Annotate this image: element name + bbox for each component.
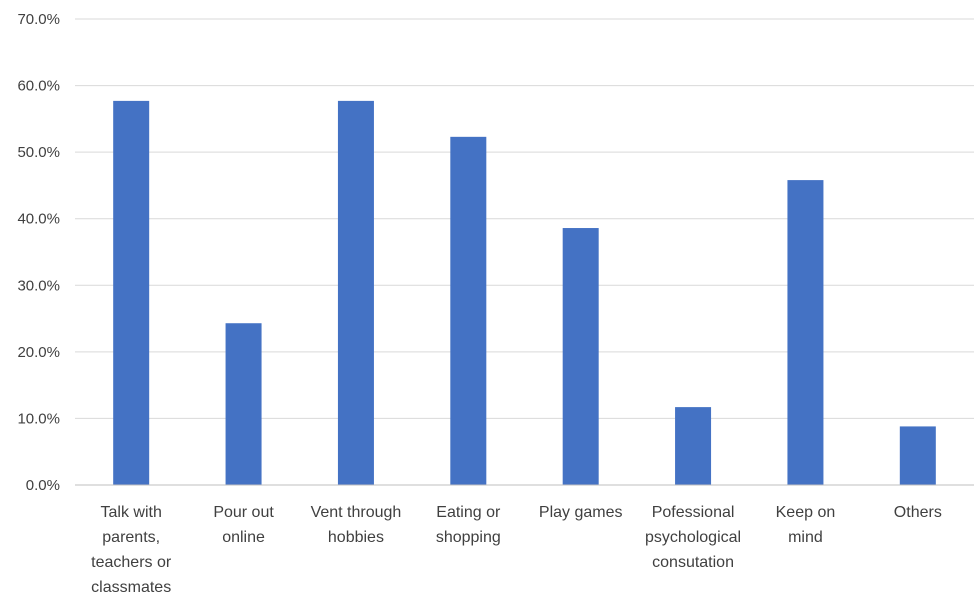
bar	[450, 136, 487, 485]
x-category-label: Pofessional psychological consutation	[645, 504, 741, 571]
x-category-label: Pour out online	[213, 504, 274, 546]
x-category-label: Play games	[539, 504, 623, 521]
y-tick-label: 50.0%	[17, 144, 60, 161]
y-tick-label: 0.0%	[26, 477, 60, 494]
y-tick-label: 10.0%	[17, 410, 60, 427]
y-tick-label: 20.0%	[17, 344, 60, 361]
x-category-label: Eating or shopping	[436, 504, 501, 546]
x-category-label: Keep on mind	[776, 504, 836, 546]
y-axis-tick-labels: 0.0% 10.0% 20.0% 30.0% 40.0% 50.0% 60.0% 70.0%	[17, 11, 60, 494]
bar	[675, 407, 712, 485]
x-category-label: Vent through hobbies	[311, 504, 402, 546]
x-category-label: Others	[894, 504, 942, 521]
bar	[225, 323, 262, 485]
bar	[113, 100, 150, 485]
y-tick-label: 70.0%	[17, 11, 60, 28]
bar	[337, 100, 374, 485]
bars	[113, 100, 936, 486]
bar	[787, 180, 824, 486]
gridlines	[75, 18, 974, 419]
x-axis-category-labels: Talk with parents, teachers or classmates Po…	[91, 504, 942, 595]
bar	[562, 228, 599, 485]
bar	[899, 426, 936, 485]
y-tick-label: 40.0%	[17, 211, 60, 228]
x-category-label: Talk with parents, teachers or classmates	[91, 504, 172, 595]
y-tick-label: 30.0%	[17, 277, 60, 294]
y-tick-label: 60.0%	[17, 78, 60, 95]
